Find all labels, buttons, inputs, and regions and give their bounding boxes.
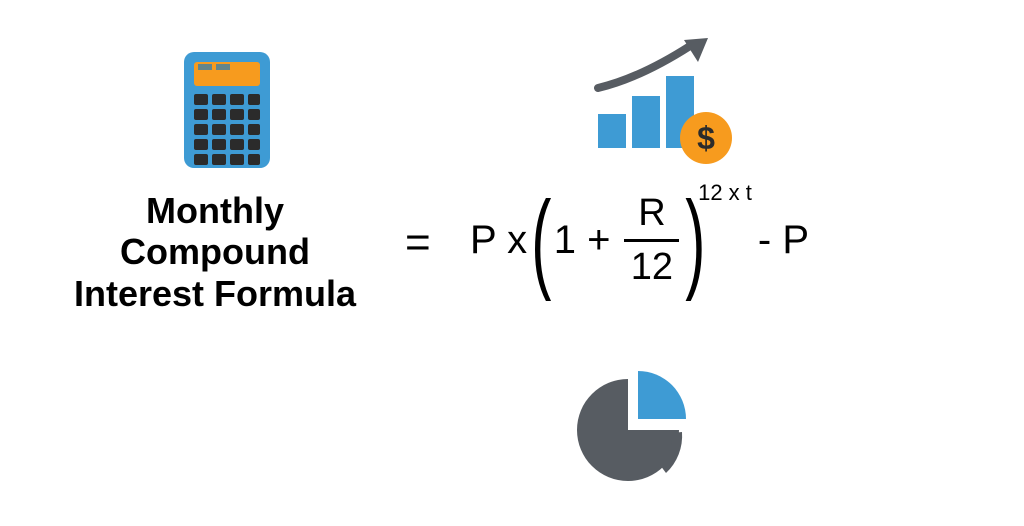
formula-title: Monthly Compound Interest Formula	[60, 190, 370, 314]
minus-p: - P	[758, 218, 809, 263]
exponent: 12 x t	[698, 180, 752, 206]
inner-expression: 1 + R 12	[554, 192, 684, 289]
infographic-root: Monthly Compound Interest Formula = P x …	[0, 0, 1024, 526]
title-line-3: Interest Formula	[60, 273, 370, 314]
equals-sign: =	[405, 218, 431, 268]
one-plus: 1 +	[554, 218, 611, 263]
title-line-1: Monthly	[60, 190, 370, 231]
title-line-2: Compound	[60, 231, 370, 272]
calculator-icon	[182, 50, 272, 170]
fraction-denominator: 12	[631, 246, 673, 289]
fraction-numerator: R	[638, 192, 665, 235]
fraction: R 12	[624, 192, 679, 289]
growth-chart-icon: $	[580, 38, 740, 168]
formula-body: P x ( 1 + R 12 ) 12 x t - P	[470, 192, 809, 289]
pie-chart-icon	[568, 365, 698, 495]
term-p-times: P x	[470, 218, 527, 263]
svg-text:$: $	[697, 120, 715, 156]
fraction-bar	[624, 239, 679, 242]
